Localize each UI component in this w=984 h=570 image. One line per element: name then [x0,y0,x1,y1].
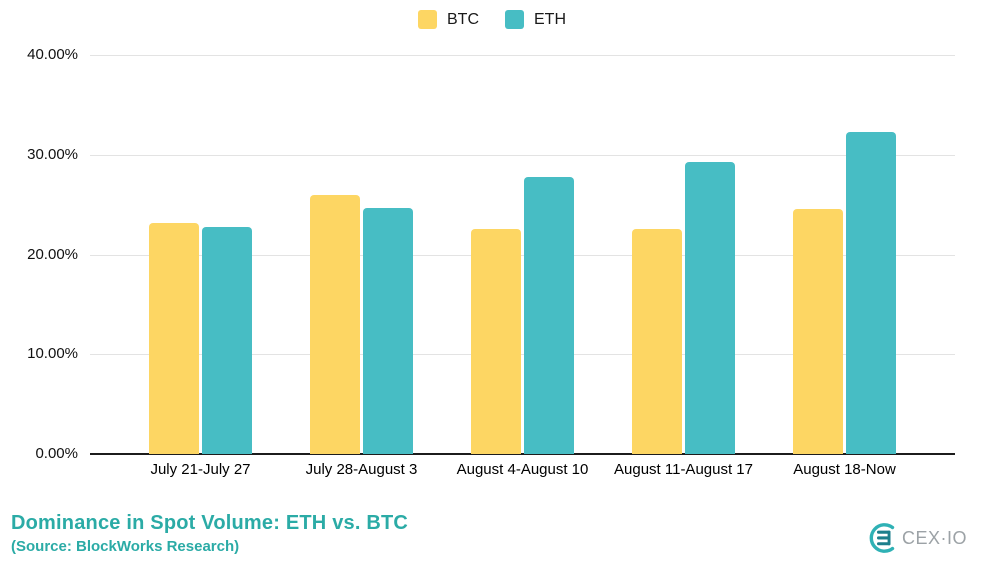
bar-btc [310,194,360,454]
gridline [90,354,955,356]
cexio-logo-icon [867,520,898,556]
legend-swatch-eth [505,10,524,29]
bar-group [603,55,764,454]
plot-area [90,55,955,455]
legend-item-eth: ETH [505,10,566,29]
legend-item-btc: BTC [418,10,479,29]
bar-btc [471,228,521,454]
bar-eth [685,161,735,454]
chart-source: (Source: BlockWorks Research) [11,538,240,555]
bar-group [442,55,603,454]
bar-eth [202,226,252,454]
x-axis-line [90,453,955,455]
y-tick-label: 0.00% [35,445,78,462]
y-tick-label: 10.00% [27,345,78,363]
bar-btc [793,208,843,454]
chart-legend: BTC ETH [0,10,984,29]
x-category-label: July 28-August 3 [305,461,418,478]
y-tick-label: 20.00% [27,245,78,263]
legend-label-btc: BTC [447,10,479,28]
x-category-label: July 21-July 27 [150,461,251,478]
bar-group [120,55,281,454]
gridline [90,154,955,156]
y-tick-label: 40.00% [27,46,78,63]
cexio-logo-text: CEX·IO [901,527,967,548]
x-category-label: August 11-August 17 [614,461,753,478]
cexio-logo: CEX·IO [867,520,967,556]
y-tick-label: 30.00% [27,145,78,163]
x-axis-labels: July 21-July 27 July 28-August 3 August 4-… [90,461,955,478]
bar-eth [524,176,574,454]
bar-btc [149,222,199,454]
bar-eth [846,131,896,454]
bar-group [281,55,442,454]
bar-btc [632,228,682,454]
gridline [90,254,955,256]
bar-eth [363,207,413,454]
gridline [90,55,955,56]
legend-swatch-btc [418,10,437,29]
legend-label-eth: ETH [534,10,566,28]
chart-title: Dominance in Spot Volume: ETH vs. BTC [11,512,409,534]
bar-group [764,55,925,454]
bar-series [90,55,955,454]
x-category-label: August 18-Now [793,461,896,478]
x-category-label: August 4-August 10 [456,461,589,478]
